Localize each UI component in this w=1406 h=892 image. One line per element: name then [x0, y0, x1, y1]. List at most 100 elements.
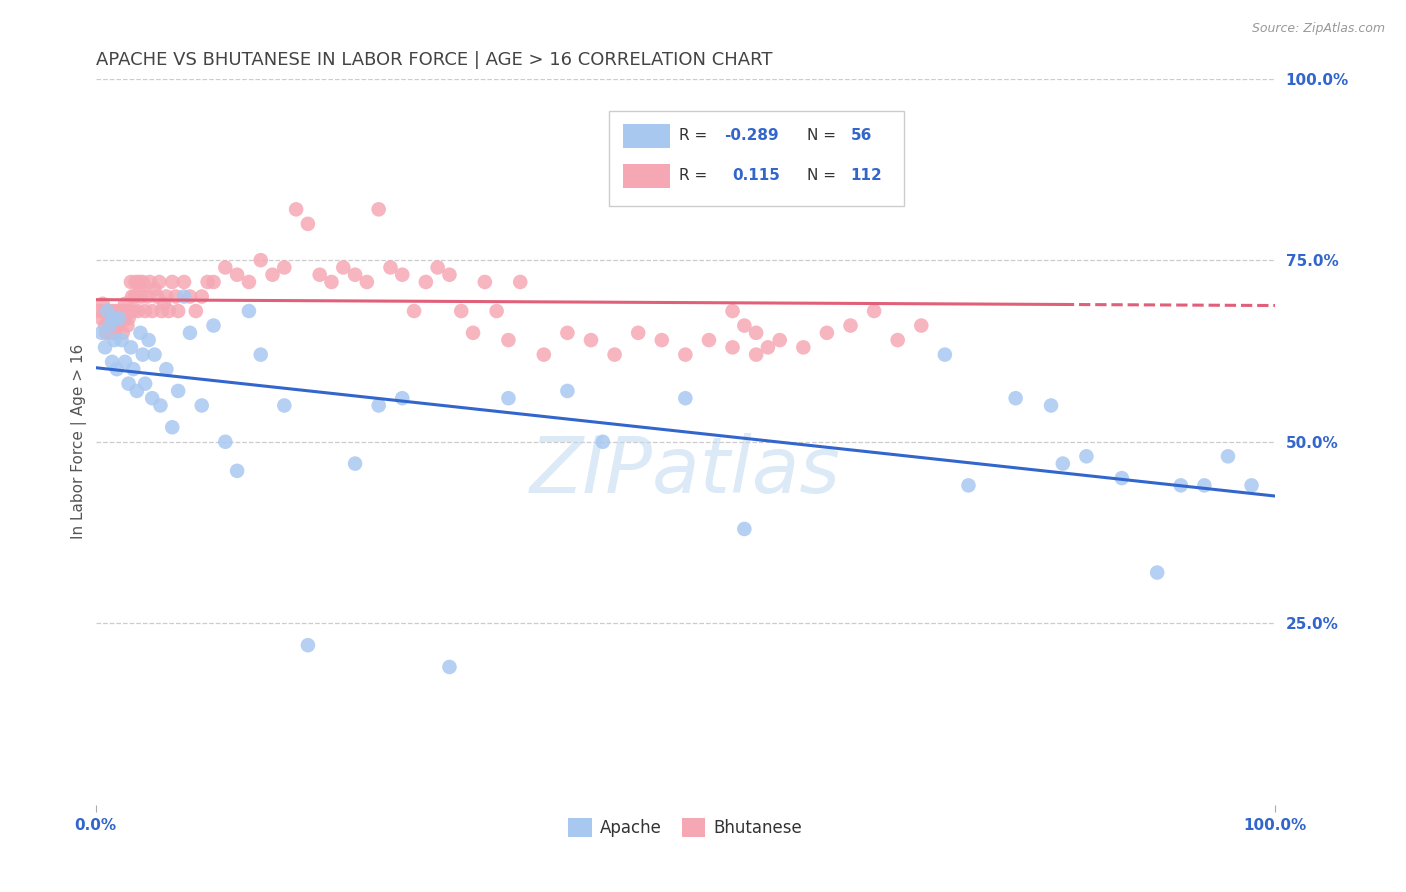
Point	[603, 348, 626, 362]
Point	[533, 348, 555, 362]
Point	[651, 333, 673, 347]
Text: R =: R =	[679, 169, 713, 184]
Point	[96, 326, 118, 340]
Point	[226, 464, 249, 478]
Point	[579, 333, 602, 347]
Point	[839, 318, 862, 333]
Point	[179, 289, 201, 303]
Point	[150, 304, 173, 318]
Point	[131, 289, 153, 303]
Point	[96, 304, 118, 318]
Point	[167, 384, 190, 398]
Point	[474, 275, 496, 289]
Point	[129, 282, 152, 296]
Point	[344, 268, 367, 282]
Point	[98, 304, 121, 318]
Point	[117, 376, 139, 391]
Point	[214, 260, 236, 275]
Point	[94, 340, 117, 354]
Text: Source: ZipAtlas.com: Source: ZipAtlas.com	[1251, 22, 1385, 36]
Point	[769, 333, 792, 347]
Point	[101, 355, 124, 369]
Point	[721, 340, 744, 354]
Point	[132, 348, 155, 362]
FancyBboxPatch shape	[623, 163, 671, 188]
Point	[110, 311, 132, 326]
Point	[112, 304, 135, 318]
Point	[173, 275, 195, 289]
Point	[202, 275, 225, 289]
FancyBboxPatch shape	[609, 112, 904, 206]
Point	[745, 326, 768, 340]
Point	[402, 304, 425, 318]
Point	[450, 304, 472, 318]
Point	[415, 275, 437, 289]
Point	[155, 362, 177, 376]
Point	[103, 326, 125, 340]
Point	[1216, 450, 1239, 464]
Point	[249, 253, 271, 268]
Text: N =: N =	[807, 128, 841, 144]
Point	[367, 399, 389, 413]
Point	[557, 326, 579, 340]
Point	[125, 275, 148, 289]
Point	[745, 348, 768, 362]
Point	[115, 304, 138, 318]
Point	[391, 268, 413, 282]
Point	[148, 275, 170, 289]
Point	[214, 434, 236, 449]
Point	[273, 260, 295, 275]
Point	[155, 289, 177, 303]
Point	[344, 457, 367, 471]
Legend: Apache, Bhutanese: Apache, Bhutanese	[562, 812, 808, 844]
Point	[756, 340, 779, 354]
Point	[1146, 566, 1168, 580]
Point	[426, 260, 449, 275]
Point	[162, 275, 184, 289]
Text: R =: R =	[679, 128, 713, 144]
Text: ZIPatlas: ZIPatlas	[530, 433, 841, 508]
Point	[262, 268, 284, 282]
Point	[202, 318, 225, 333]
Point	[108, 311, 131, 326]
Point	[90, 311, 112, 326]
Point	[498, 333, 520, 347]
Point	[117, 318, 139, 333]
Point	[134, 376, 156, 391]
Point	[143, 282, 166, 296]
Point	[94, 318, 117, 333]
Text: 112: 112	[851, 169, 882, 184]
Point	[509, 275, 531, 289]
Y-axis label: In Labor Force | Age > 16: In Labor Force | Age > 16	[72, 344, 87, 540]
Point	[321, 275, 343, 289]
Point	[721, 304, 744, 318]
Point	[356, 275, 378, 289]
Point	[118, 304, 141, 318]
Point	[697, 333, 720, 347]
Point	[380, 260, 402, 275]
Point	[128, 275, 150, 289]
Point	[733, 522, 755, 536]
Point	[124, 289, 146, 303]
Point	[105, 362, 128, 376]
Point	[815, 326, 838, 340]
Point	[96, 326, 118, 340]
Point	[146, 289, 169, 303]
Point	[153, 297, 176, 311]
Point	[332, 260, 354, 275]
Point	[910, 318, 932, 333]
Text: N =: N =	[807, 169, 841, 184]
Point	[134, 304, 156, 318]
Point	[139, 275, 162, 289]
FancyBboxPatch shape	[623, 124, 671, 148]
Text: -0.289: -0.289	[724, 128, 779, 144]
Text: 56: 56	[851, 128, 872, 144]
Point	[143, 348, 166, 362]
Point	[114, 311, 136, 326]
Point	[103, 304, 125, 318]
Point	[162, 420, 184, 434]
Point	[101, 326, 124, 340]
Point	[103, 318, 125, 333]
Point	[120, 275, 142, 289]
Point	[132, 275, 155, 289]
